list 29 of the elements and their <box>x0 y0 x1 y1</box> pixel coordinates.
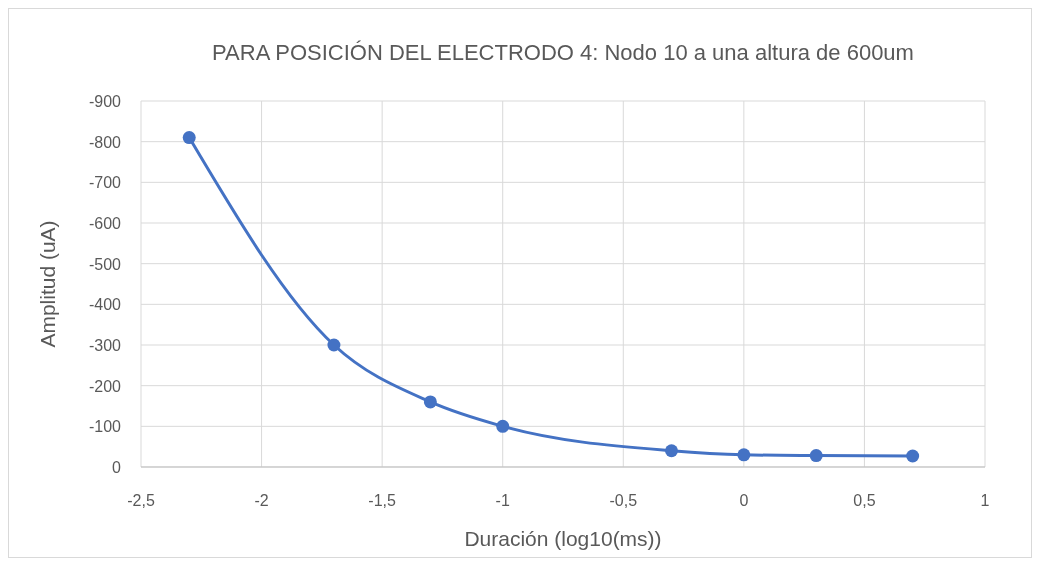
point <box>665 444 679 458</box>
x-tick-label: -2 <box>254 492 269 509</box>
x-tick-label: -2,5 <box>127 492 155 509</box>
y-tick-label: -100 <box>88 418 122 436</box>
point <box>737 448 751 462</box>
point <box>327 338 341 352</box>
x-axis-title: Duración (log10(ms)) <box>464 527 662 550</box>
point <box>496 419 510 433</box>
y-tick-label: -600 <box>88 215 122 232</box>
y-tick-label: 0 <box>112 459 122 476</box>
y-tick-label: -500 <box>88 255 122 273</box>
x-tick-label: 1 <box>980 492 990 509</box>
x-tick-label: 0 <box>739 492 749 509</box>
y-tick-label: -400 <box>88 296 122 314</box>
point <box>809 449 823 463</box>
y-tick-label: -700 <box>88 174 122 192</box>
y-tick-label: -300 <box>88 337 122 354</box>
y-tick-label: -800 <box>88 133 122 151</box>
point <box>906 449 920 463</box>
y-axis-title: Amplitud (uA) <box>36 220 59 348</box>
x-tick-label: -1 <box>495 492 510 509</box>
chart-title: PARA POSICIÓN DEL ELECTRODO 4: Nodo 10 a una altura de 600um <box>212 40 914 65</box>
x-tick-label: -0,5 <box>609 492 638 509</box>
point <box>423 395 437 409</box>
x-tick-label: -1,5 <box>368 492 397 509</box>
y-tick-label: -900 <box>88 93 122 110</box>
point <box>182 131 196 145</box>
y-tick-label: -200 <box>88 377 122 395</box>
x-tick-label: 0,5 <box>853 492 876 509</box>
